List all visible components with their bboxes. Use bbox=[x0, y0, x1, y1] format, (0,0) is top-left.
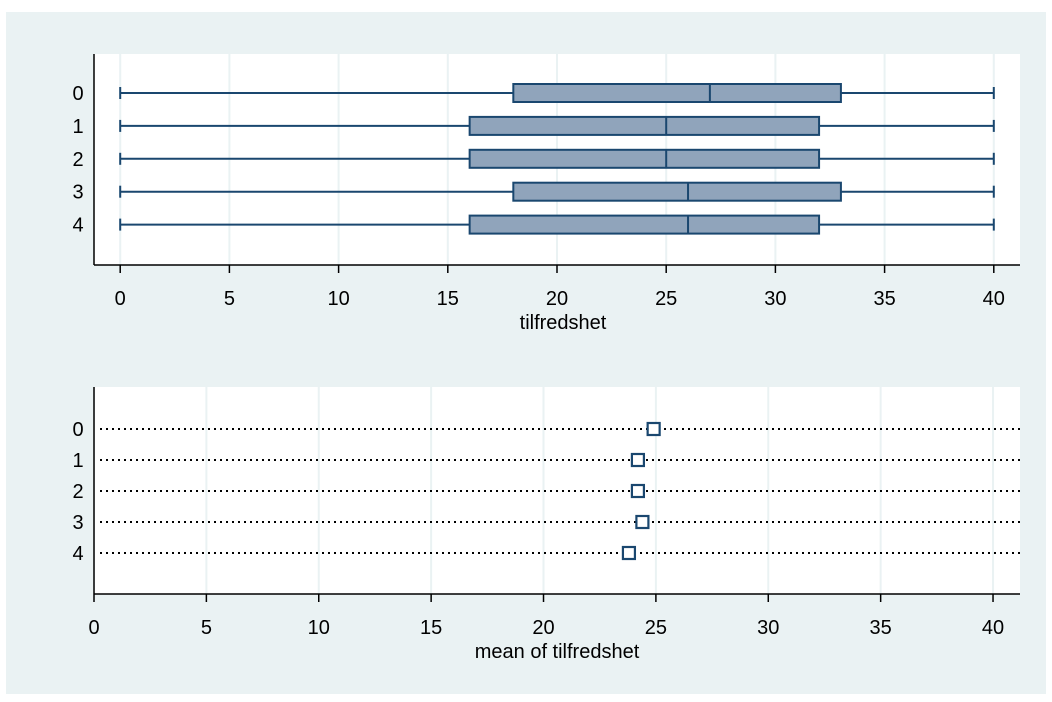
dotplot-panel: 0 5 10 15 20 25 30 35 40 mean of tilfredshet 0 1 2 3 4 bbox=[72, 387, 1020, 663]
category-label: 3 bbox=[72, 182, 83, 204]
x-tick-label: 15 bbox=[437, 288, 459, 310]
mean-marker bbox=[646, 421, 661, 437]
category-label: 2 bbox=[72, 149, 83, 171]
x-tick-label: 40 bbox=[983, 288, 1005, 310]
category-label: 1 bbox=[72, 450, 83, 472]
category-label: 4 bbox=[72, 215, 83, 237]
category-label: 2 bbox=[72, 481, 83, 503]
box bbox=[468, 148, 821, 169]
category-label: 1 bbox=[72, 116, 83, 138]
x-tick-label: 30 bbox=[764, 288, 786, 310]
x-tick-label: 30 bbox=[757, 617, 779, 639]
category-label: 4 bbox=[72, 543, 83, 565]
box bbox=[468, 115, 821, 136]
x-tick-label: 40 bbox=[982, 617, 1004, 639]
mean-marker bbox=[635, 514, 650, 530]
x-axis-title: mean of tilfredshet bbox=[475, 641, 640, 663]
x-tick-label: 0 bbox=[88, 617, 99, 639]
box bbox=[468, 214, 821, 235]
x-tick-label: 20 bbox=[532, 617, 554, 639]
mean-marker bbox=[630, 483, 646, 499]
x-tick-label: 10 bbox=[308, 617, 330, 639]
x-tick-label: 0 bbox=[115, 288, 126, 310]
x-tick-label: 35 bbox=[870, 617, 892, 639]
x-tick-label: 10 bbox=[327, 288, 349, 310]
mean-marker bbox=[621, 545, 637, 561]
x-tick-label: 25 bbox=[655, 288, 677, 310]
x-tick-label: 20 bbox=[546, 288, 568, 310]
x-tick-label: 5 bbox=[224, 288, 235, 310]
x-tick-label: 35 bbox=[873, 288, 895, 310]
x-tick-label: 15 bbox=[420, 617, 442, 639]
mean-marker bbox=[630, 452, 646, 468]
x-axis-title: tilfredshet bbox=[520, 312, 607, 334]
box bbox=[512, 181, 842, 202]
boxplot-panel: 0 5 10 15 20 25 30 35 40 tilfredshet 0 1 2 3 4 bbox=[72, 54, 1020, 334]
category-label: 0 bbox=[72, 419, 83, 441]
x-tick-label: 5 bbox=[201, 617, 212, 639]
category-label: 0 bbox=[72, 83, 83, 105]
box bbox=[512, 83, 842, 103]
x-tick-label: 25 bbox=[645, 617, 667, 639]
category-label: 3 bbox=[72, 512, 83, 534]
